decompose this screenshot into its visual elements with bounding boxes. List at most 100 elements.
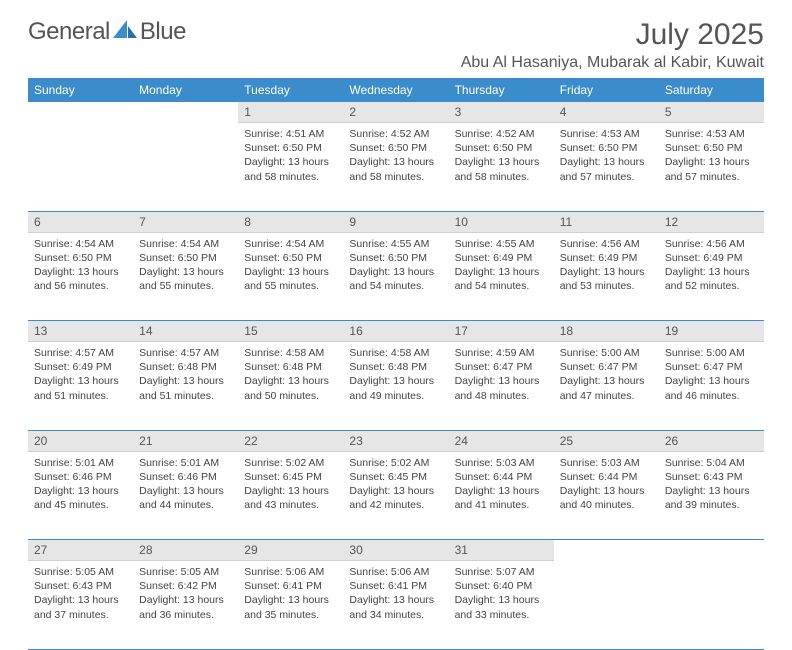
day-cell: Sunrise: 5:05 AMSunset: 6:43 PMDaylight:… [28, 561, 133, 649]
day-number: 21 [133, 431, 238, 452]
sunset-text: Sunset: 6:48 PM [349, 360, 442, 374]
weekday-header: Thursday [449, 78, 554, 102]
day-number: 27 [28, 540, 133, 561]
daylight-text: Daylight: 13 hours and 51 minutes. [139, 374, 232, 402]
sunset-text: Sunset: 6:48 PM [139, 360, 232, 374]
day-number: 26 [659, 431, 764, 452]
daynum-row: 2728293031 [28, 540, 764, 562]
sunrise-text: Sunrise: 4:58 AM [349, 346, 442, 360]
day-number: 17 [449, 321, 554, 342]
sunset-text: Sunset: 6:47 PM [455, 360, 548, 374]
daylight-text: Daylight: 13 hours and 45 minutes. [34, 484, 127, 512]
sunrise-text: Sunrise: 5:07 AM [455, 565, 548, 579]
day-cell: Sunrise: 4:58 AMSunset: 6:48 PMDaylight:… [238, 342, 343, 430]
day-cell: Sunrise: 5:01 AMSunset: 6:46 PMDaylight:… [133, 452, 238, 540]
daylight-text: Daylight: 13 hours and 54 minutes. [349, 265, 442, 293]
daynum-row: 13141516171819 [28, 321, 764, 343]
sunrise-text: Sunrise: 5:03 AM [560, 456, 653, 470]
sunrise-text: Sunrise: 4:55 AM [349, 237, 442, 251]
day-number: 6 [28, 212, 133, 233]
weekday-header: Saturday [659, 78, 764, 102]
sunset-text: Sunset: 6:42 PM [139, 579, 232, 593]
day-number: 5 [659, 102, 764, 123]
day-number: 3 [449, 102, 554, 123]
daylight-text: Daylight: 13 hours and 48 minutes. [455, 374, 548, 402]
sunset-text: Sunset: 6:47 PM [665, 360, 758, 374]
day-cell [554, 561, 659, 649]
day-cell: Sunrise: 4:56 AMSunset: 6:49 PMDaylight:… [659, 233, 764, 321]
day-number: 24 [449, 431, 554, 452]
sunrise-text: Sunrise: 5:05 AM [139, 565, 232, 579]
daylight-text: Daylight: 13 hours and 53 minutes. [560, 265, 653, 293]
weekday-header: Wednesday [343, 78, 448, 102]
sunset-text: Sunset: 6:48 PM [244, 360, 337, 374]
sunrise-text: Sunrise: 5:04 AM [665, 456, 758, 470]
sunset-text: Sunset: 6:47 PM [560, 360, 653, 374]
daylight-text: Daylight: 13 hours and 58 minutes. [455, 155, 548, 183]
daylight-text: Daylight: 13 hours and 57 minutes. [665, 155, 758, 183]
day-cell: Sunrise: 5:02 AMSunset: 6:45 PMDaylight:… [343, 452, 448, 540]
brand-logo: General Blue [28, 18, 186, 46]
sunrise-text: Sunrise: 4:52 AM [455, 127, 548, 141]
sunset-text: Sunset: 6:46 PM [34, 470, 127, 484]
day-number: 19 [659, 321, 764, 342]
day-number: 28 [133, 540, 238, 561]
day-cell [133, 123, 238, 211]
sunrise-text: Sunrise: 5:06 AM [244, 565, 337, 579]
location-subtitle: Abu Al Hasaniya, Mubarak al Kabir, Kuwai… [461, 54, 764, 72]
day-number: 23 [343, 431, 448, 452]
sunrise-text: Sunrise: 4:52 AM [349, 127, 442, 141]
sunrise-text: Sunrise: 5:05 AM [34, 565, 127, 579]
daylight-text: Daylight: 13 hours and 55 minutes. [139, 265, 232, 293]
week-row: Sunrise: 5:01 AMSunset: 6:46 PMDaylight:… [28, 452, 764, 540]
sunset-text: Sunset: 6:49 PM [560, 251, 653, 265]
weekday-header: Sunday [28, 78, 133, 102]
daylight-text: Daylight: 13 hours and 56 minutes. [34, 265, 127, 293]
day-number [133, 102, 238, 108]
week-row: Sunrise: 4:54 AMSunset: 6:50 PMDaylight:… [28, 233, 764, 321]
day-number: 12 [659, 212, 764, 233]
weekday-header: Tuesday [238, 78, 343, 102]
week-row: Sunrise: 4:51 AMSunset: 6:50 PMDaylight:… [28, 123, 764, 211]
daylight-text: Daylight: 13 hours and 51 minutes. [34, 374, 127, 402]
daylight-text: Daylight: 13 hours and 33 minutes. [455, 593, 548, 621]
sunset-text: Sunset: 6:50 PM [34, 251, 127, 265]
day-number: 7 [133, 212, 238, 233]
sunrise-text: Sunrise: 5:03 AM [455, 456, 548, 470]
sunset-text: Sunset: 6:49 PM [34, 360, 127, 374]
day-number: 2 [343, 102, 448, 123]
sunrise-text: Sunrise: 4:53 AM [560, 127, 653, 141]
day-cell: Sunrise: 4:52 AMSunset: 6:50 PMDaylight:… [343, 123, 448, 211]
day-number [554, 540, 659, 546]
day-cell: Sunrise: 4:56 AMSunset: 6:49 PMDaylight:… [554, 233, 659, 321]
daynum-row: 6789101112 [28, 211, 764, 233]
daylight-text: Daylight: 13 hours and 55 minutes. [244, 265, 337, 293]
day-cell: Sunrise: 4:52 AMSunset: 6:50 PMDaylight:… [449, 123, 554, 211]
day-number: 14 [133, 321, 238, 342]
day-cell: Sunrise: 5:03 AMSunset: 6:44 PMDaylight:… [554, 452, 659, 540]
day-cell: Sunrise: 5:07 AMSunset: 6:40 PMDaylight:… [449, 561, 554, 649]
sunset-text: Sunset: 6:43 PM [665, 470, 758, 484]
day-cell: Sunrise: 4:53 AMSunset: 6:50 PMDaylight:… [659, 123, 764, 211]
daylight-text: Daylight: 13 hours and 43 minutes. [244, 484, 337, 512]
day-number: 4 [554, 102, 659, 123]
week-row: Sunrise: 4:57 AMSunset: 6:49 PMDaylight:… [28, 342, 764, 430]
day-number: 9 [343, 212, 448, 233]
day-number: 29 [238, 540, 343, 561]
calendar-table: Sunday Monday Tuesday Wednesday Thursday… [28, 78, 764, 650]
day-cell [659, 561, 764, 649]
day-cell: Sunrise: 5:06 AMSunset: 6:41 PMDaylight:… [238, 561, 343, 649]
day-cell: Sunrise: 4:55 AMSunset: 6:50 PMDaylight:… [343, 233, 448, 321]
sunrise-text: Sunrise: 5:00 AM [560, 346, 653, 360]
weekday-header-row: Sunday Monday Tuesday Wednesday Thursday… [28, 78, 764, 102]
sunset-text: Sunset: 6:45 PM [349, 470, 442, 484]
day-number: 25 [554, 431, 659, 452]
day-number [28, 102, 133, 108]
page-header: General Blue July 2025 Abu Al Hasaniya, … [28, 18, 764, 72]
sunrise-text: Sunrise: 5:02 AM [244, 456, 337, 470]
day-number: 31 [449, 540, 554, 561]
month-title: July 2025 [461, 18, 764, 52]
day-number: 30 [343, 540, 448, 561]
day-number: 1 [238, 102, 343, 123]
day-cell: Sunrise: 4:54 AMSunset: 6:50 PMDaylight:… [238, 233, 343, 321]
